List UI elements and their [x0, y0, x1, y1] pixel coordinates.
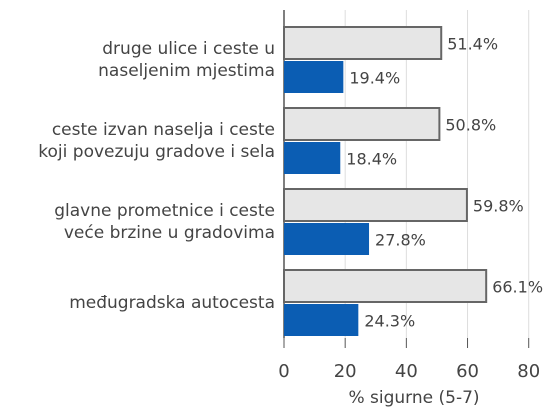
x-tick-label: 80: [517, 361, 540, 382]
value-label: 59.8%: [473, 197, 524, 216]
bar: [283, 26, 443, 60]
category-label: glavne prometnice i ceste veće brzine u g…: [54, 201, 275, 243]
category-label: druge ulice i ceste u naseljenim mjestima: [98, 39, 275, 81]
bar: [283, 107, 441, 141]
bar: [284, 304, 359, 336]
x-tick-label: 60: [456, 361, 479, 382]
value-label: 50.8%: [445, 116, 496, 135]
x-tick-label: 20: [334, 361, 357, 382]
bar: [284, 142, 341, 174]
value-label: 19.4%: [349, 69, 400, 88]
value-label: 51.4%: [447, 35, 498, 54]
value-label: 66.1%: [492, 278, 543, 297]
category-label: ceste izvan naselja i ceste koji povezuju…: [38, 120, 275, 162]
category-label-line: druge ulice i ceste u: [102, 39, 275, 59]
category-label-line: koji povezuju gradove i sela: [38, 142, 275, 162]
bar: [284, 223, 370, 255]
bar: [283, 188, 468, 222]
value-label: 18.4%: [346, 150, 397, 169]
bar: [284, 61, 344, 93]
value-label: 24.3%: [364, 312, 415, 331]
bar: [283, 269, 488, 303]
category-label-line: glavne prometnice i ceste: [54, 201, 275, 221]
x-axis-label: % sigurne (5-7): [348, 388, 479, 408]
x-tick-label: 40: [395, 361, 418, 382]
category-label-line: naseljenim mjestima: [98, 61, 275, 81]
category-label-line: međugradska autocesta: [69, 293, 275, 313]
value-label: 27.8%: [375, 231, 426, 250]
category-label: međugradska autocesta: [69, 293, 275, 313]
category-label-line: ceste izvan naselja i ceste: [52, 120, 275, 140]
category-label-line: veće brzine u gradovima: [64, 223, 275, 243]
x-tick-label: 0: [278, 361, 289, 382]
